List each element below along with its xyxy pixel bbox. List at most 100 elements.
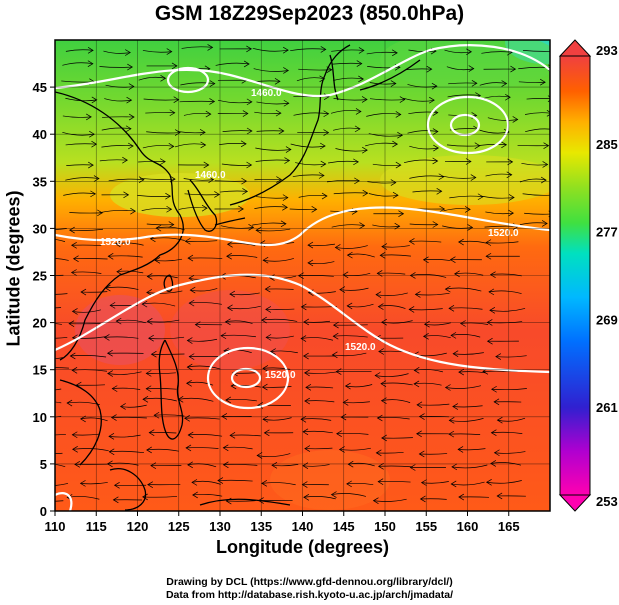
streamline-arrow [375, 291, 382, 298]
y-tick-label: 5 [40, 457, 47, 472]
streamline [449, 195, 483, 199]
streamline-arrow [330, 491, 337, 498]
streamline [184, 417, 220, 420]
streamline-arrow [222, 461, 229, 469]
streamline [375, 373, 409, 377]
streamline-arrow [189, 286, 196, 294]
streamline-arrow [68, 320, 75, 327]
streamline-arrow [359, 222, 366, 229]
streamline-arrow [148, 429, 155, 436]
streamline-arrow [165, 192, 172, 200]
streamline [381, 245, 410, 248]
streamline-arrow [185, 444, 192, 452]
streamline [253, 68, 289, 72]
streamline [367, 66, 401, 69]
streamline-arrow [240, 140, 247, 148]
streamline [448, 82, 477, 85]
streamline [458, 448, 486, 451]
streamline [261, 318, 298, 322]
streamline [365, 142, 398, 147]
streamline-arrow [90, 190, 97, 198]
streamline-arrow [31, 356, 36, 362]
streamline [303, 430, 333, 434]
streamline [103, 50, 131, 54]
streamline [108, 434, 141, 438]
streamline [181, 46, 213, 49]
streamline [366, 51, 398, 55]
streamline [178, 207, 208, 210]
streamline-arrow [221, 413, 228, 420]
streamline-arrow [432, 221, 439, 228]
streamline-arrow [392, 191, 399, 199]
streamline-arrow [332, 321, 339, 329]
streamline [444, 49, 472, 54]
streamline [154, 414, 185, 417]
streamline-arrow [159, 158, 166, 165]
streamline-arrow [418, 450, 425, 458]
streamline [221, 334, 257, 338]
streamline-arrow [200, 141, 207, 149]
streamline [369, 98, 405, 101]
streamline-arrow [419, 495, 426, 503]
streamline-arrow [323, 110, 330, 118]
streamline [458, 240, 488, 244]
streamline-arrow [146, 289, 153, 296]
streamline [148, 336, 185, 340]
streamline [70, 355, 107, 358]
streamline-arrow [490, 460, 497, 467]
streamline-arrow [85, 113, 92, 121]
streamline-arrow [243, 60, 250, 68]
streamline-arrow [127, 142, 134, 150]
streamline [526, 98, 550, 100]
streamline-arrow [242, 110, 249, 117]
streamline [261, 482, 296, 486]
streamline-arrow [191, 479, 198, 486]
streamline [307, 243, 336, 246]
streamline-arrow [192, 491, 198, 499]
streamline [307, 261, 335, 265]
streamline-arrow [320, 46, 327, 53]
streamline-arrow [225, 396, 232, 404]
streamline-arrow [91, 96, 98, 104]
streamline-arrow [226, 304, 233, 312]
streamline [72, 448, 109, 452]
streamline-arrow [110, 414, 117, 421]
streamline [289, 208, 317, 210]
x-axis-label: Longitude (degrees) [215, 537, 389, 557]
streamline-arrow [263, 429, 270, 437]
streamline-arrow [539, 78, 546, 86]
streamline [304, 447, 333, 450]
streamline-arrow [160, 75, 167, 82]
streamline [295, 162, 326, 166]
streamline-arrow [261, 383, 268, 391]
streamline [485, 241, 519, 244]
streamline-arrow [87, 47, 94, 54]
streamline [255, 147, 291, 151]
streamline-arrow [107, 370, 113, 377]
streamline-arrow [507, 158, 514, 166]
streamline [217, 99, 252, 104]
streamline-arrow [399, 96, 406, 103]
streamline [255, 196, 288, 199]
streamline-arrow [265, 334, 272, 341]
streamline-arrow [452, 350, 459, 358]
streamline [69, 212, 103, 214]
streamline [336, 432, 369, 435]
streamline [227, 243, 256, 246]
streamline [368, 193, 399, 197]
streamline-arrow [449, 256, 456, 263]
streamline-arrow [147, 481, 153, 488]
streamline [191, 480, 221, 485]
streamline-arrow [413, 367, 420, 374]
streamline-arrow [395, 161, 402, 169]
colorbar: 253 261 269 277 285 293 [558, 39, 618, 512]
streamline-arrow [27, 399, 32, 405]
streamline-arrow [420, 479, 427, 486]
streamline-arrow [358, 75, 364, 83]
streamline-arrow [271, 461, 278, 469]
streamline [81, 291, 108, 293]
streamline [487, 117, 518, 121]
streamline [298, 68, 332, 71]
streamline-arrow [490, 429, 497, 437]
streamline-arrow [377, 463, 384, 470]
